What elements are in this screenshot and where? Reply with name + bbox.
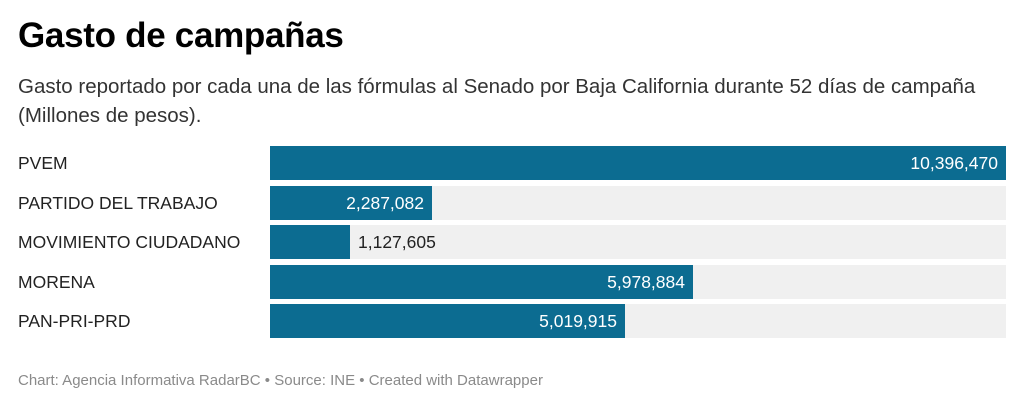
bar: [270, 186, 432, 220]
chart-title: Gasto de campañas: [18, 16, 344, 55]
bar-track: 5,978,884: [270, 265, 1006, 299]
chart-subtitle: Gasto reportado por cada una de las fórm…: [18, 75, 976, 127]
chart-credit: Chart: Agencia Informativa RadarBC: [18, 372, 261, 389]
category-label: PARTIDO DEL TRABAJO: [18, 193, 218, 213]
bar-track: 10,396,470: [270, 146, 1006, 180]
bar-track: 2,287,082: [270, 186, 1006, 220]
bar-track: 5,019,915: [270, 304, 1006, 338]
value-label: 10,396,470: [910, 153, 998, 173]
bar-row: PVEM 10,396,470: [0, 146, 1024, 180]
chart-footer: Chart: Agencia Informativa RadarBC • Sou…: [18, 372, 543, 389]
source-credit: Source: INE: [274, 372, 356, 389]
bar: [270, 146, 1006, 180]
bar-row: PAN-PRI-PRD 5,019,915: [0, 304, 1024, 338]
category-label: MORENA: [18, 272, 95, 292]
bar-row: PARTIDO DEL TRABAJO 2,287,082: [0, 186, 1024, 220]
category-label: MOVIMIENTO CIUDADANO: [18, 232, 241, 252]
bar-chart: PVEM 10,396,470 PARTIDO DEL TRABAJO 2,287,0…: [0, 146, 1024, 346]
footer-separator: •: [260, 372, 275, 389]
value-label: 5,978,884: [607, 272, 685, 292]
category-label: PVEM: [18, 153, 68, 173]
bar: [270, 225, 350, 259]
bar-track: 1,127,605: [270, 225, 1006, 259]
bar-row: MORENA 5,978,884: [0, 265, 1024, 299]
bar: [270, 304, 625, 338]
value-label: 5,019,915: [539, 311, 617, 331]
bar: [270, 265, 693, 299]
value-label: 1,127,605: [358, 232, 436, 252]
datawrapper-credit: Created with Datawrapper: [368, 372, 543, 389]
category-label: PAN-PRI-PRD: [18, 311, 131, 331]
value-label: 2,287,082: [346, 193, 424, 213]
bar-row: MOVIMIENTO CIUDADANO 1,127,605: [0, 225, 1024, 259]
footer-separator: •: [355, 372, 369, 389]
